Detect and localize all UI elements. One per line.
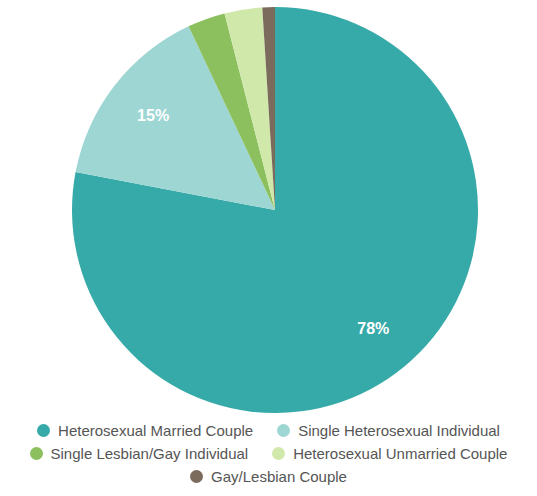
- html-text:Gay/Lesbian Couple: Gay/Lesbian Couple: [211, 468, 347, 485]
- svg-text:78%: 78%: [357, 320, 389, 337]
- html-text:Single Heterosexual Individual: Single Heterosexual Individual: [298, 422, 500, 439]
- svg-text:15%: 15%: [137, 107, 169, 124]
- html-text:Heterosexual Unmarried Couple: Heterosexual Unmarried Couple: [293, 445, 508, 462]
- html-text:Heterosexual Married Couple: Heterosexual Married Couple: [58, 422, 254, 439]
- html-text:Single Lesbian/Gay Individual: Single Lesbian/Gay Individual: [50, 445, 249, 462]
